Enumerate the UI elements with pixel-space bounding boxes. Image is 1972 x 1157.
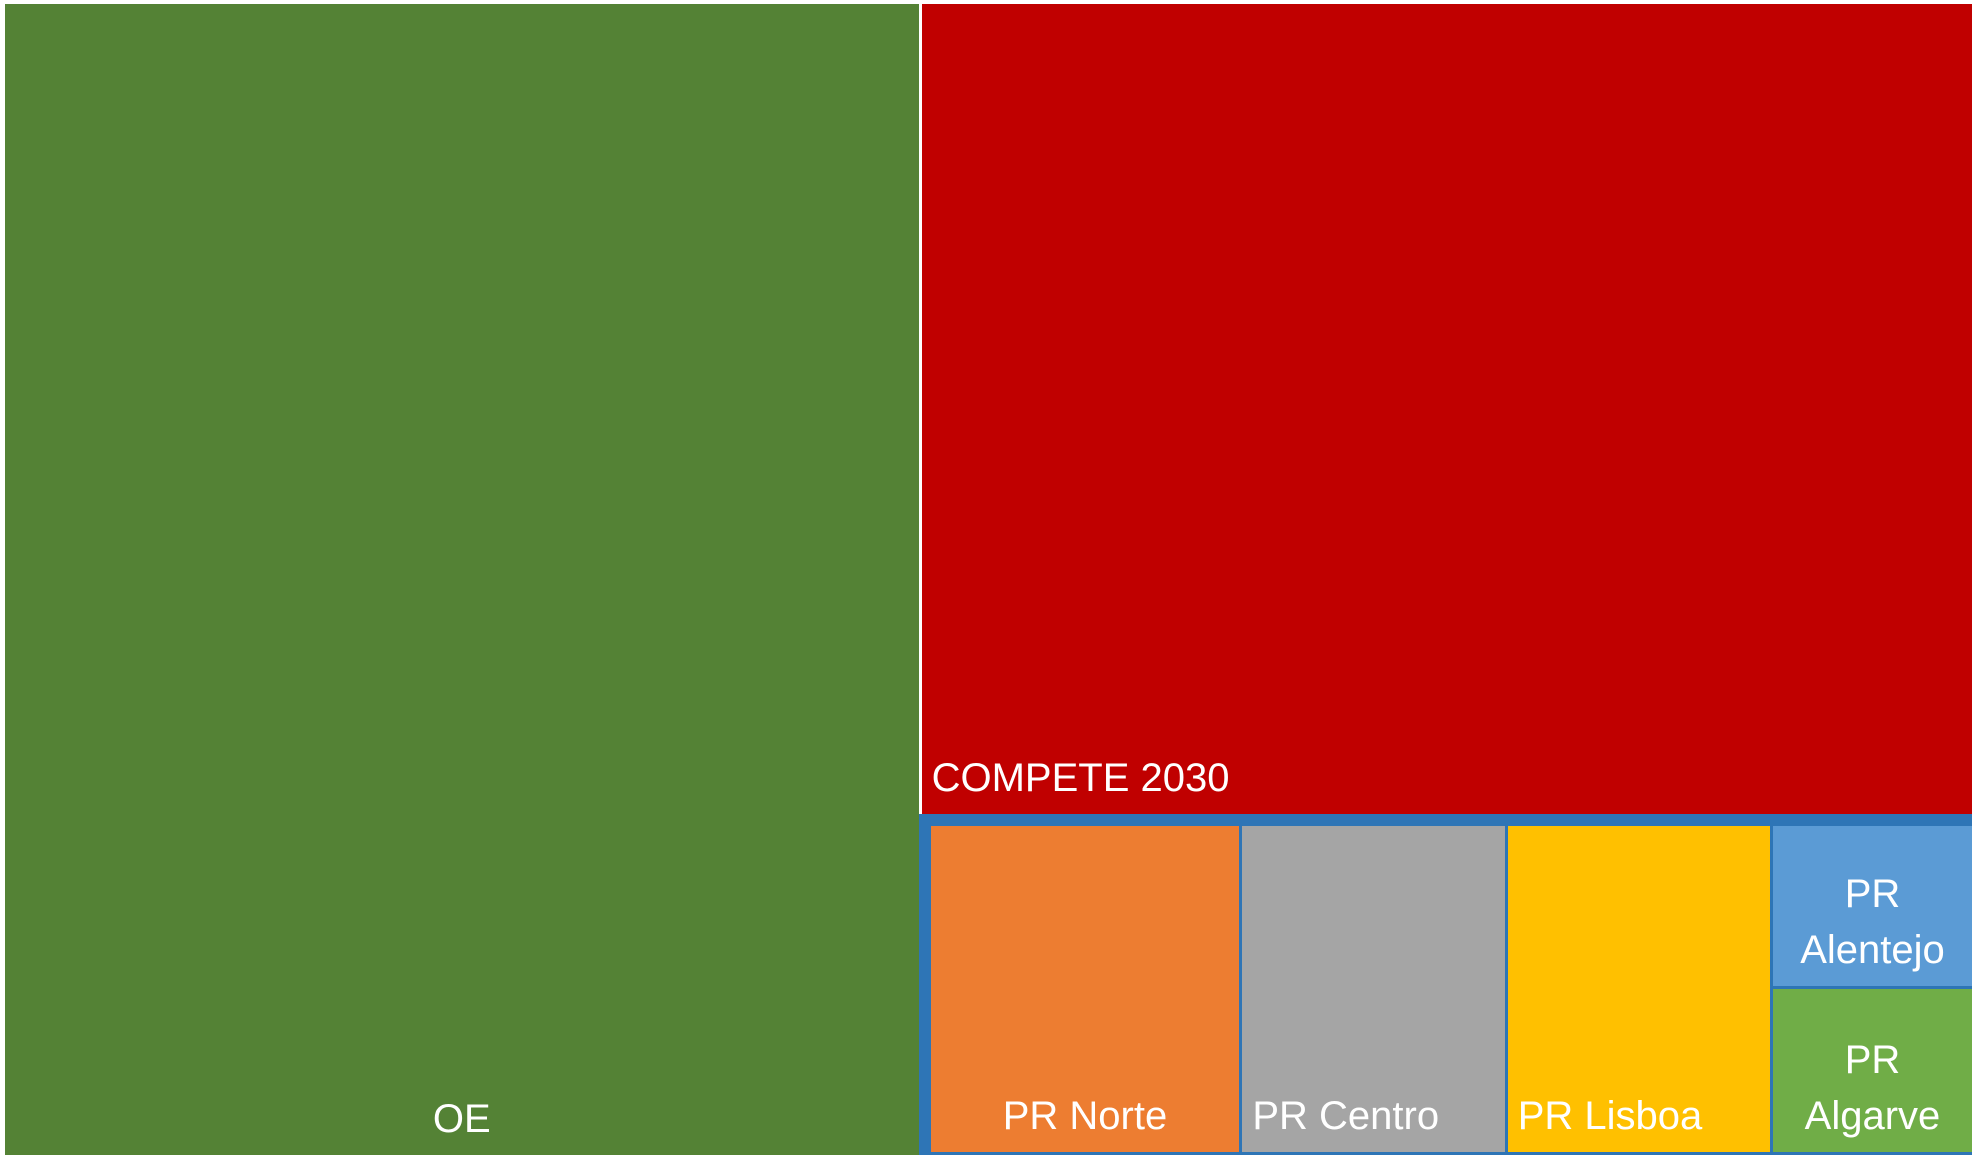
tile: PR Lisboa <box>1507 825 1770 1152</box>
tile-label: OE <box>432 1097 491 1141</box>
tile-label: PR Alentejo <box>1800 871 1945 972</box>
tile: PR Centro <box>1242 825 1505 1152</box>
tile: PR Alentejo <box>1773 825 1972 986</box>
tile-label: PR Algarve <box>1804 1037 1941 1138</box>
tile: COMPETE 2030 <box>921 4 1972 814</box>
tile-label: PR Lisboa <box>1517 1093 1703 1138</box>
tile: OE <box>5 4 919 1155</box>
tile-label: PR Centro <box>1252 1093 1440 1138</box>
tile: PR Algarve <box>1773 988 1972 1152</box>
tile: PR Norte <box>930 825 1240 1152</box>
tile-label: COMPETE 2030 <box>931 755 1230 800</box>
tile-label: PR Norte <box>1002 1093 1168 1138</box>
